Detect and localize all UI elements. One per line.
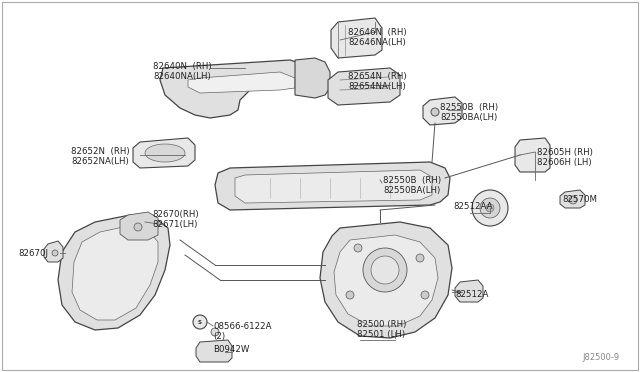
Text: J82500-9: J82500-9	[583, 353, 620, 362]
Polygon shape	[58, 215, 170, 330]
Ellipse shape	[145, 144, 185, 162]
Text: 82670(RH)
82671(LH): 82670(RH) 82671(LH)	[152, 210, 198, 230]
Text: 82550B  (RH)
82550BA(LH): 82550B (RH) 82550BA(LH)	[383, 176, 441, 195]
Text: 82512A: 82512A	[455, 290, 488, 299]
Text: 82646N  (RH)
82646NA(LH): 82646N (RH) 82646NA(LH)	[348, 28, 406, 47]
Polygon shape	[423, 97, 462, 125]
Circle shape	[569, 196, 577, 204]
Polygon shape	[295, 58, 330, 98]
Circle shape	[354, 244, 362, 252]
Polygon shape	[320, 222, 452, 338]
Circle shape	[193, 315, 207, 329]
Circle shape	[472, 190, 508, 226]
Polygon shape	[72, 226, 158, 320]
Circle shape	[346, 291, 354, 299]
Polygon shape	[455, 280, 483, 302]
Text: 82640N  (RH)
82640NA(LH): 82640N (RH) 82640NA(LH)	[153, 62, 212, 81]
Circle shape	[211, 328, 219, 336]
Polygon shape	[133, 138, 195, 168]
Polygon shape	[188, 72, 295, 93]
Polygon shape	[334, 235, 438, 326]
Polygon shape	[331, 18, 382, 58]
Text: S: S	[198, 320, 202, 324]
Polygon shape	[515, 138, 550, 172]
Circle shape	[363, 248, 407, 292]
Circle shape	[52, 250, 58, 256]
Text: 82550B  (RH)
82550BA(LH): 82550B (RH) 82550BA(LH)	[440, 103, 498, 122]
Polygon shape	[120, 212, 158, 240]
Polygon shape	[44, 241, 63, 262]
Circle shape	[431, 108, 439, 116]
Text: 82570M: 82570M	[562, 195, 597, 204]
Text: B0942W: B0942W	[213, 345, 250, 354]
Circle shape	[421, 291, 429, 299]
Circle shape	[480, 198, 500, 218]
Text: 82652N  (RH)
82652NA(LH): 82652N (RH) 82652NA(LH)	[71, 147, 130, 166]
Circle shape	[416, 254, 424, 262]
Text: 82512AA: 82512AA	[453, 202, 493, 211]
Circle shape	[486, 204, 494, 212]
Polygon shape	[160, 60, 310, 118]
Text: 82500 (RH)
82501 (LH): 82500 (RH) 82501 (LH)	[357, 320, 406, 339]
Polygon shape	[560, 190, 585, 208]
Polygon shape	[196, 340, 232, 362]
Circle shape	[371, 256, 399, 284]
Polygon shape	[235, 170, 432, 203]
Text: 08566-6122A
(2): 08566-6122A (2)	[213, 322, 271, 341]
Circle shape	[134, 223, 142, 231]
Text: 82654N  (RH)
82654NA(LH): 82654N (RH) 82654NA(LH)	[348, 72, 406, 92]
Polygon shape	[328, 68, 400, 105]
Text: 82605H (RH)
82606H (LH): 82605H (RH) 82606H (LH)	[537, 148, 593, 167]
Text: 82670J: 82670J	[18, 249, 48, 258]
Polygon shape	[215, 162, 450, 210]
